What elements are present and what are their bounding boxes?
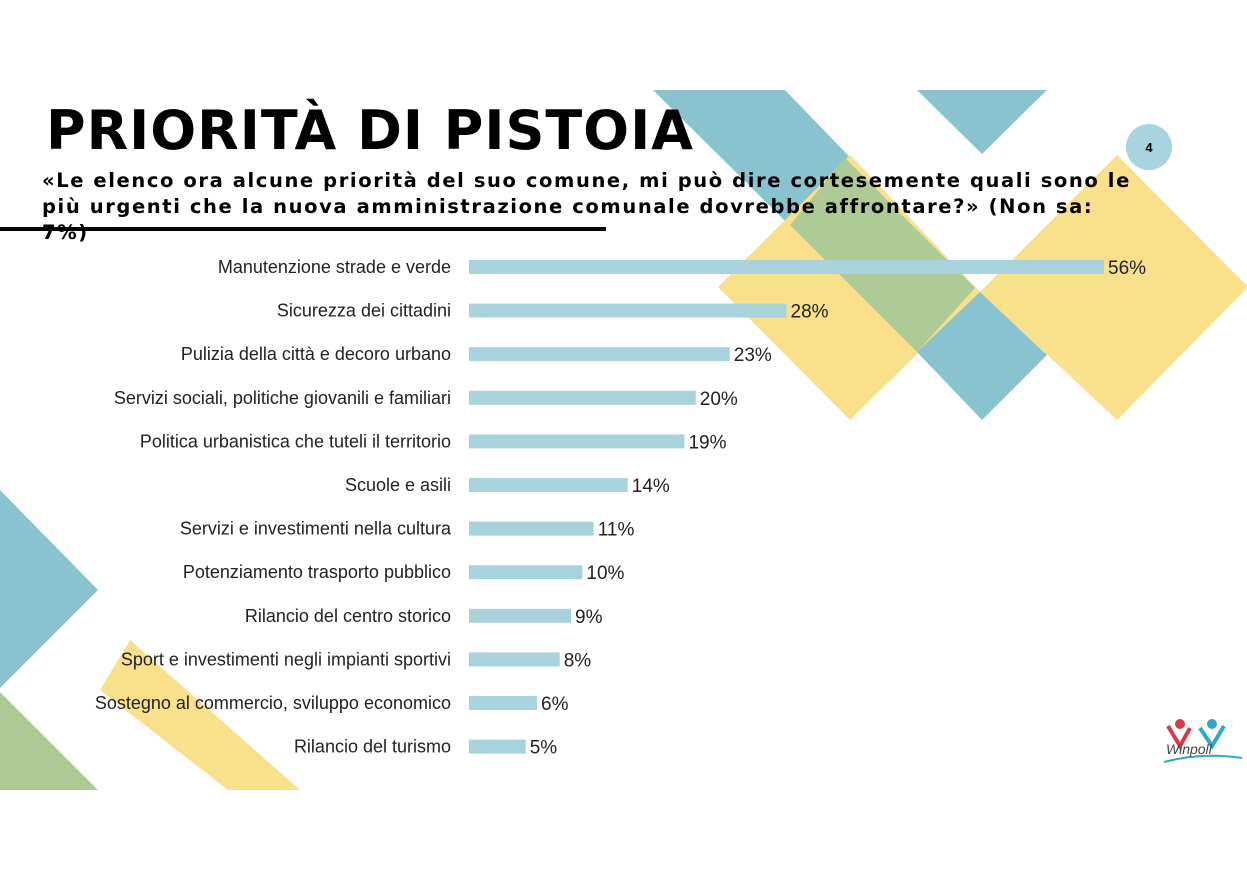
- value-label: 6%: [541, 694, 569, 715]
- value-label: 11%: [598, 520, 635, 541]
- bar-6: [469, 478, 628, 492]
- deco-green-triangle-left: [0, 692, 98, 790]
- logo-swoosh: [1163, 754, 1243, 763]
- bar-3: [469, 347, 730, 362]
- category-label: Rilancio del turismo: [294, 737, 451, 757]
- bar-1: [469, 260, 1104, 274]
- value-label: 14%: [632, 476, 670, 497]
- category-label: Sport e investimenti negli impianti spor…: [121, 649, 451, 669]
- category-label: Manutenzione strade e verde: [218, 257, 451, 277]
- deco-yellow-diamond-left: [718, 155, 980, 420]
- logo-figure-right: [1198, 724, 1226, 750]
- bar-10: [469, 652, 560, 667]
- value-label: 19%: [688, 432, 726, 453]
- category-label: Potenziamento trasporto pubblico: [183, 562, 451, 582]
- bar-5: [469, 434, 685, 449]
- logo-head-right: [1207, 719, 1217, 729]
- value-label: 28%: [791, 302, 829, 323]
- deco-teal-triangle-left: [0, 490, 98, 688]
- bar-11: [469, 696, 538, 710]
- bar-2: [469, 303, 787, 318]
- deco-yellow-band-left: [100, 640, 300, 790]
- bar-7: [469, 521, 594, 536]
- title-underline: [0, 227, 606, 231]
- category-label: Sostegno al commercio, sviluppo economic…: [95, 693, 451, 713]
- value-label: 56%: [1108, 258, 1146, 279]
- category-label: Pulizia della città e decoro urbano: [181, 344, 451, 364]
- category-label: Politica urbanistica che tuteli il terri…: [140, 431, 451, 451]
- logo-figure-left: [1166, 724, 1192, 750]
- category-label: Servizi e investimenti nella cultura: [180, 519, 452, 539]
- page-title: PRIORITÀ DI PISTOIA: [46, 99, 694, 162]
- deco-yellow-diamond-right: [980, 155, 1247, 420]
- value-label: 8%: [564, 650, 592, 671]
- bar-4: [469, 390, 696, 405]
- category-label: Rilancio del centro storico: [245, 606, 451, 626]
- value-label: 10%: [586, 563, 624, 584]
- deco-teal-diamond-bottom: [917, 292, 1047, 420]
- value-label: 9%: [575, 607, 603, 628]
- survey-question: «Le elenco ora alcune priorità del suo c…: [42, 169, 1131, 244]
- value-label: 20%: [700, 389, 738, 410]
- winpoll-logo: Winpoll: [1163, 719, 1243, 763]
- value-label: 23%: [734, 345, 772, 366]
- logo-text: Winpoll: [1166, 741, 1213, 757]
- deco-teal-triangle-right: [917, 90, 1047, 154]
- value-label: 5%: [530, 738, 558, 759]
- category-label: Servizi sociali, politiche giovanili e f…: [114, 388, 451, 408]
- bar-8: [469, 565, 583, 580]
- page-number-badge: 4: [1126, 124, 1172, 170]
- category-label: Sicurezza dei cittadini: [277, 301, 451, 321]
- logo-head-left: [1175, 719, 1185, 729]
- category-label: Scuole e asili: [345, 475, 451, 495]
- deco-green-shape: [790, 158, 975, 352]
- bar-12: [469, 739, 526, 754]
- bar-9: [469, 608, 572, 623]
